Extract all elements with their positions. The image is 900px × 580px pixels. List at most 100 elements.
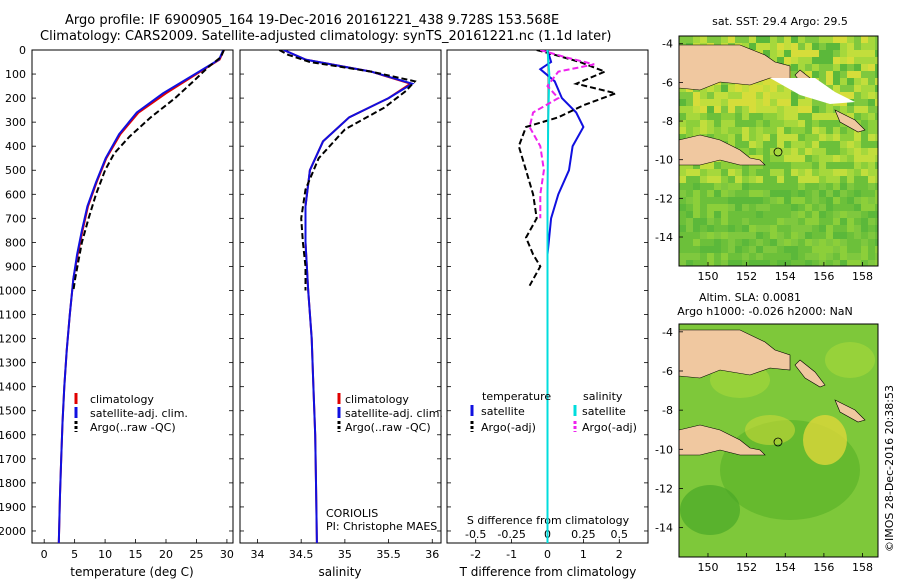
depth-tick-label: 1900 bbox=[0, 501, 26, 514]
map-y-tick: -6 bbox=[662, 76, 673, 89]
map-x-tick: 152 bbox=[736, 270, 757, 283]
argo-position-marker bbox=[773, 437, 783, 447]
depth-tick-label: 1600 bbox=[0, 429, 26, 442]
series-line-salinity-argo-adj- bbox=[528, 50, 595, 219]
series-line-argo-raw-qc- bbox=[278, 50, 417, 291]
x-tick-label: 36 bbox=[425, 548, 439, 561]
legend-s-satellite: satellite bbox=[582, 405, 626, 418]
chart-title-line1: Argo profile: IF 6900905_164 19-Dec-2016… bbox=[65, 13, 560, 28]
x-tick-label: -1 bbox=[506, 548, 517, 561]
depth-tick-label: 500 bbox=[5, 164, 26, 177]
depth-tick-label: 600 bbox=[5, 188, 26, 201]
credit-coriolis: CORIOLIS bbox=[326, 507, 378, 520]
s-tick-label: 0.25 bbox=[571, 528, 596, 541]
legend-climatology: climatology bbox=[345, 393, 409, 406]
depth-tick-label: 1300 bbox=[0, 357, 26, 370]
x-tick-label: 34.5 bbox=[289, 548, 314, 561]
x-tick-label: 30 bbox=[220, 548, 234, 561]
depth-tick-label: 2000 bbox=[0, 525, 26, 538]
map-x-tick: 158 bbox=[852, 270, 873, 283]
series-line-temperature-argo-adj- bbox=[517, 50, 620, 287]
series-line-salinity-satellite bbox=[546, 50, 551, 543]
depth-tick-label: 700 bbox=[5, 212, 26, 225]
panel-ticks bbox=[32, 49, 648, 532]
x-tick-label: 10 bbox=[98, 548, 112, 561]
depth-tick-label: 1700 bbox=[0, 453, 26, 466]
legend-temperature-title: temperature bbox=[482, 390, 551, 403]
temperature-x-tick-labels: 0 5 10 15 20 25 30 bbox=[41, 539, 234, 561]
map-y-tick: -4 bbox=[662, 326, 673, 339]
credit-pi: PI: Christophe MAES bbox=[326, 520, 437, 533]
chart-title-line2: Climatology: CARS2009. Satellite-adjuste… bbox=[40, 29, 612, 44]
legend-climatology: climatology bbox=[90, 393, 154, 406]
sla-map: Altim. SLA: 0.0081 Argo h1000: -0.026 h2… bbox=[655, 291, 879, 574]
depth-tick-label: 1100 bbox=[0, 309, 26, 322]
x-tick-label: 2 bbox=[616, 548, 623, 561]
map-y-tick: -8 bbox=[662, 404, 673, 417]
x-tick-label: 1 bbox=[580, 548, 587, 561]
salinity-panel bbox=[239, 49, 442, 544]
temperature-xlabel: temperature (deg C) bbox=[70, 565, 193, 579]
x-tick-label: 15 bbox=[129, 548, 143, 561]
depth-tick-label: 1500 bbox=[0, 405, 26, 418]
legend-s-argo: Argo(-adj) bbox=[582, 421, 637, 434]
sst-map-ticks: -4 -6 -8 -10 -12 -14 150 152 154 156 158 bbox=[655, 38, 873, 283]
map-y-tick: -12 bbox=[655, 192, 673, 205]
x-tick-label: 5 bbox=[71, 548, 78, 561]
map-y-tick: -10 bbox=[655, 154, 673, 167]
profile-lines bbox=[57, 50, 620, 543]
png-south-land bbox=[679, 134, 766, 166]
salinity-legend: climatology satellite-adj. clim. Argo(..… bbox=[337, 393, 443, 434]
series-line-argo-raw-qc- bbox=[72, 50, 225, 291]
map-x-tick: 156 bbox=[813, 561, 834, 574]
t-diff-xlabel: T difference from climatology bbox=[459, 565, 637, 579]
temperature-panel bbox=[31, 49, 234, 544]
legend-salinity-title: salinity bbox=[583, 390, 623, 403]
x-tick-label: -2 bbox=[470, 548, 481, 561]
depth-tick-labels: 0 100 200 300 400 500 600 700 800 900 1000 1100 1200… bbox=[0, 44, 26, 538]
legend-argo: Argo(..raw -QC) bbox=[345, 421, 431, 434]
map-y-tick: -14 bbox=[655, 231, 673, 244]
depth-tick-label: 1400 bbox=[0, 381, 26, 394]
legend-satellite: satellite-adj. clim. bbox=[345, 407, 443, 420]
series-line-satellite-adj-clim- bbox=[57, 50, 225, 543]
salinity-xlabel: salinity bbox=[318, 565, 361, 579]
legend-argo: Argo(..raw -QC) bbox=[90, 421, 176, 434]
argo-position-marker bbox=[773, 147, 783, 157]
depth-tick-label: 100 bbox=[5, 68, 26, 81]
depth-tick-label: 800 bbox=[5, 236, 26, 249]
map-x-tick: 152 bbox=[736, 561, 757, 574]
depth-tick-label: 900 bbox=[5, 260, 26, 273]
s-tick-label: -0.25 bbox=[497, 528, 525, 541]
x-tick-label: 35.5 bbox=[376, 548, 401, 561]
x-tick-label: 35 bbox=[338, 548, 352, 561]
solomon-land bbox=[834, 109, 866, 133]
s-tick-label: 0.5 bbox=[611, 528, 629, 541]
x-tick-label: 0 bbox=[41, 548, 48, 561]
map-y-tick: -4 bbox=[662, 38, 673, 51]
map-x-tick: 154 bbox=[775, 270, 796, 283]
legend-t-satellite: satellite bbox=[481, 405, 525, 418]
sla-map-frame bbox=[678, 323, 879, 558]
map-y-tick: -6 bbox=[662, 365, 673, 378]
temperature-legend: climatology satellite-adj. clim. Argo(..… bbox=[74, 393, 188, 434]
s-tick-label: -0.5 bbox=[465, 528, 486, 541]
map-x-tick: 154 bbox=[775, 561, 796, 574]
depth-tick-label: 1800 bbox=[0, 477, 26, 490]
map-x-tick: 150 bbox=[697, 270, 718, 283]
depth-tick-label: 1200 bbox=[0, 333, 26, 346]
depth-tick-label: 300 bbox=[5, 116, 26, 129]
legend-t-argo: Argo(-adj) bbox=[481, 421, 536, 434]
difference-legend: temperature salinity satellite Argo(-adj… bbox=[470, 390, 637, 434]
map-y-tick: -12 bbox=[655, 482, 673, 495]
map-x-tick: 156 bbox=[813, 270, 834, 283]
footer-credit: ©IMOS 28-Dec-2016 20:38:53 bbox=[883, 385, 896, 552]
depth-tick-label: 0 bbox=[19, 44, 26, 57]
sst-map-frame bbox=[678, 35, 879, 267]
series-line-temperature-satellite bbox=[538, 50, 585, 543]
map-x-tick: 158 bbox=[852, 561, 873, 574]
depth-tick-label: 200 bbox=[5, 92, 26, 105]
missing-data bbox=[770, 78, 855, 104]
depth-tick-label: 400 bbox=[5, 140, 26, 153]
